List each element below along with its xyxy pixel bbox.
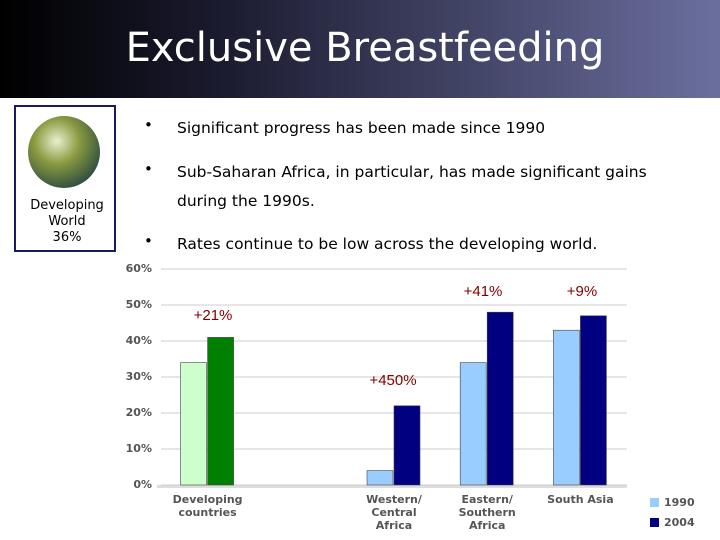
bullet-text: Rates continue to be low across the deve… bbox=[177, 235, 598, 253]
bullet-dot: • bbox=[144, 160, 153, 178]
sidebar-frame bbox=[14, 105, 116, 252]
slide-title: Exclusive Breastfeeding bbox=[126, 25, 605, 71]
x-tick-label: Eastern/ Southern Africa bbox=[458, 493, 516, 532]
bullet-dot: • bbox=[144, 116, 153, 134]
bullet-text: Significant progress has been made since… bbox=[177, 119, 546, 137]
globe-icon bbox=[28, 116, 100, 188]
x-tick-label: Developing countries bbox=[172, 493, 243, 519]
bullet-text: Sub-Saharan Africa, in particular, has m… bbox=[177, 163, 647, 210]
bar bbox=[207, 337, 234, 486]
plot-floor bbox=[157, 485, 627, 488]
legend-label: 2004 bbox=[664, 516, 695, 529]
x-tick-label: Western/ Central Africa bbox=[366, 493, 422, 532]
bar bbox=[393, 405, 421, 486]
annotation: +21% bbox=[194, 307, 233, 324]
y-tick-label: 10% bbox=[126, 442, 152, 455]
annotation: +9% bbox=[567, 283, 597, 300]
y-tick-label: 60% bbox=[126, 262, 152, 275]
bar bbox=[486, 311, 514, 486]
annotation: +450% bbox=[369, 372, 416, 389]
bullet-dot: • bbox=[144, 232, 153, 250]
legend-swatch bbox=[650, 498, 659, 507]
header-band bbox=[0, 0, 720, 98]
y-tick-label: 0% bbox=[133, 478, 152, 491]
y-tick-label: 20% bbox=[126, 406, 152, 419]
bar bbox=[180, 362, 207, 486]
x-tick-label: South Asia bbox=[547, 493, 614, 506]
y-tick-label: 50% bbox=[126, 298, 152, 311]
y-tick-label: 30% bbox=[126, 370, 152, 383]
legend-label: 1990 bbox=[664, 496, 695, 509]
bar bbox=[366, 470, 394, 486]
annotation: +41% bbox=[464, 283, 503, 300]
bar bbox=[580, 315, 607, 486]
y-tick-label: 40% bbox=[126, 334, 152, 347]
bar bbox=[553, 329, 580, 486]
sidebar-label: Developing World 36% bbox=[30, 198, 104, 245]
legend-swatch bbox=[650, 518, 659, 527]
bar bbox=[459, 362, 487, 486]
